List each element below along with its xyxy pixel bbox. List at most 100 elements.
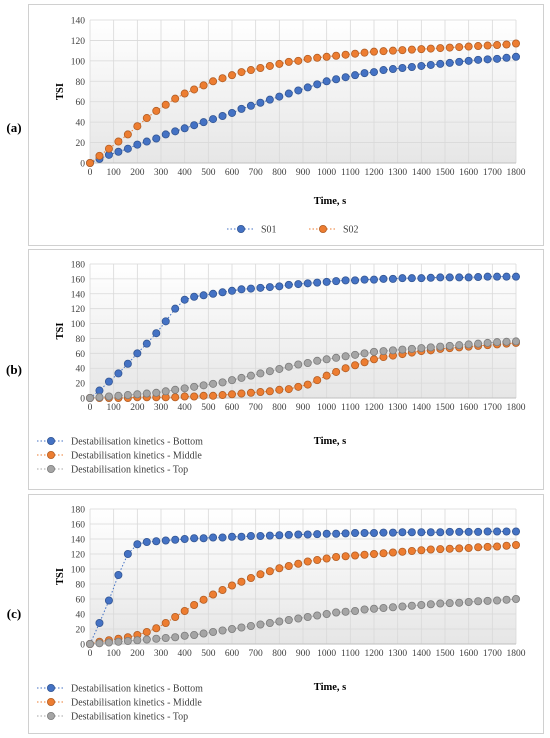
data-point <box>351 276 360 285</box>
data-point <box>464 340 473 349</box>
data-point <box>95 393 104 402</box>
data-point <box>455 273 464 282</box>
y-tick-label: 0 <box>80 641 85 651</box>
data-point <box>436 342 445 351</box>
x-tick-label: 1100 <box>341 168 360 178</box>
series-line-0 <box>89 276 516 399</box>
data-point <box>341 607 350 616</box>
data-point <box>142 137 151 146</box>
data-point <box>313 356 322 365</box>
x-tick-label: 1000 <box>317 168 336 178</box>
data-point <box>341 552 350 561</box>
data-point <box>388 65 397 74</box>
data-point <box>171 633 180 642</box>
y-tick-label: 140 <box>71 290 86 300</box>
data-point <box>152 329 161 338</box>
data-point <box>114 391 123 400</box>
data-point <box>388 274 397 283</box>
data-point <box>104 638 113 647</box>
data-point <box>379 604 388 613</box>
data-point <box>493 527 502 536</box>
data-point <box>388 548 397 557</box>
x-tick-label: 1600 <box>459 649 478 659</box>
data-point <box>133 540 142 549</box>
data-point <box>417 528 426 537</box>
y-tick-label: 160 <box>71 275 86 285</box>
data-point <box>86 639 95 648</box>
data-point <box>332 353 341 362</box>
data-point <box>114 147 123 156</box>
data-point <box>256 369 265 378</box>
data-point <box>114 637 123 646</box>
data-point <box>209 115 218 124</box>
data-point <box>209 391 218 400</box>
series-line-1 <box>90 342 517 399</box>
data-point <box>322 277 331 286</box>
data-point <box>161 619 170 628</box>
data-point <box>474 55 483 64</box>
legend-marker <box>46 450 55 459</box>
data-point <box>227 71 236 80</box>
data-point <box>246 388 255 397</box>
data-point <box>199 381 208 390</box>
x-tick-label: 800 <box>272 649 287 659</box>
data-point <box>426 60 435 69</box>
data-point <box>332 367 341 376</box>
data-point <box>171 94 180 103</box>
data-point <box>209 289 218 298</box>
data-point <box>502 541 511 550</box>
data-point <box>171 393 180 402</box>
data-point <box>303 530 312 539</box>
data-point <box>284 57 293 66</box>
x-tick-label: 800 <box>272 403 287 413</box>
data-point <box>294 280 303 289</box>
data-point <box>436 545 445 554</box>
chart-panel-c: 0 20 40 60 80 100 120 140 160 180 0 100 200 300 400 500… <box>28 494 544 734</box>
x-tick-label: 1100 <box>341 649 360 659</box>
data-point <box>511 52 520 61</box>
data-point <box>246 574 255 583</box>
data-point <box>351 361 360 370</box>
x-tick-label: 1400 <box>412 168 431 178</box>
data-point <box>95 386 104 395</box>
legend-marker <box>46 464 55 473</box>
data-point <box>209 533 218 542</box>
data-point <box>369 355 378 364</box>
data-point <box>360 48 369 57</box>
data-point <box>322 529 331 538</box>
data-point <box>351 607 360 616</box>
data-point <box>474 273 483 282</box>
data-point <box>199 118 208 127</box>
data-point <box>360 529 369 538</box>
data-point <box>199 81 208 90</box>
data-point <box>95 619 104 628</box>
data-point <box>265 531 274 540</box>
legend-marker <box>236 224 245 233</box>
data-point <box>369 347 378 356</box>
data-point <box>332 75 341 84</box>
data-point <box>493 596 502 605</box>
x-tick-label: 0 <box>88 403 93 413</box>
x-tick-label: 1700 <box>483 168 502 178</box>
data-point <box>322 554 331 563</box>
y-tick-label: 20 <box>76 626 86 636</box>
data-point <box>436 59 445 68</box>
data-point <box>256 532 265 541</box>
data-point <box>436 599 445 608</box>
data-point <box>417 45 426 54</box>
data-point <box>275 364 284 373</box>
data-point <box>332 553 341 562</box>
y-tick-label: 120 <box>71 37 86 47</box>
data-point <box>199 595 208 604</box>
data-point <box>483 596 492 605</box>
data-point <box>369 550 378 559</box>
y-tick-label: 140 <box>71 17 86 27</box>
data-point <box>209 77 218 86</box>
data-point <box>95 639 104 648</box>
data-point <box>455 527 464 536</box>
x-tick-label: 200 <box>130 168 145 178</box>
panel-label-c: (c) <box>6 606 22 621</box>
data-point <box>369 47 378 56</box>
data-point <box>161 100 170 109</box>
